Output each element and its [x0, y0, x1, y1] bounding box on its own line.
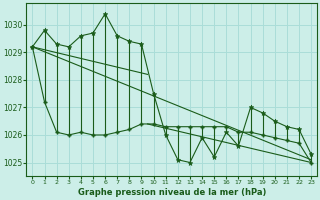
X-axis label: Graphe pression niveau de la mer (hPa): Graphe pression niveau de la mer (hPa) — [77, 188, 266, 197]
